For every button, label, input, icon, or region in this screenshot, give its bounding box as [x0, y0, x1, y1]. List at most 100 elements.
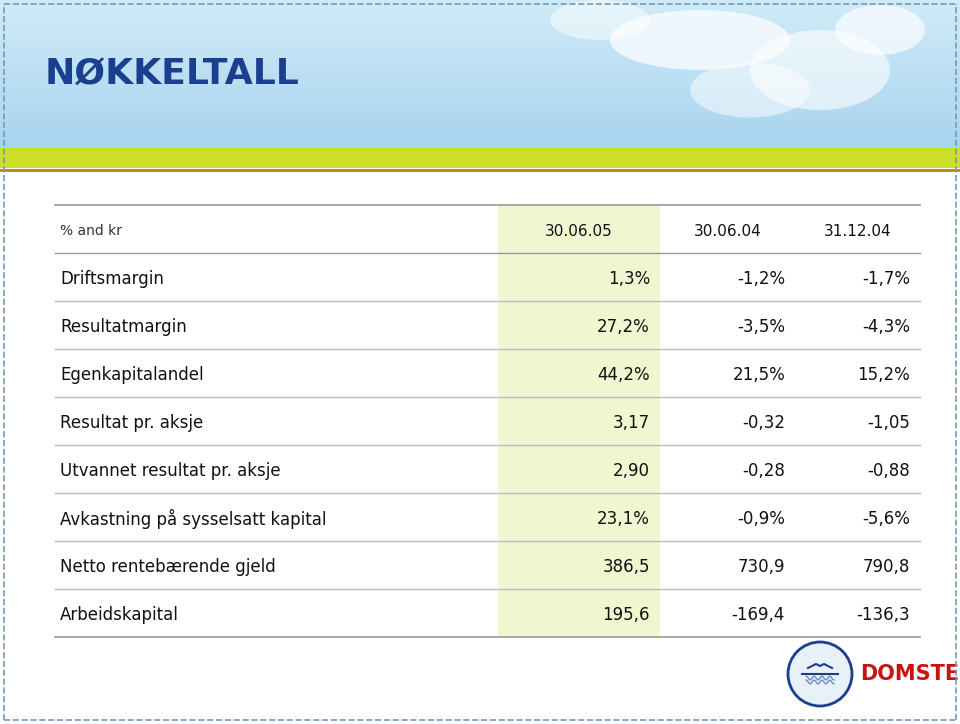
Bar	[0, 75, 960, 77]
Text: -136,3: -136,3	[856, 607, 910, 624]
Text: 23,1%: 23,1%	[597, 510, 650, 529]
Text: Avkastning på sysselsatt kapital: Avkastning på sysselsatt kapital	[60, 510, 326, 529]
Bar	[0, 22, 960, 25]
Text: -3,5%: -3,5%	[737, 319, 785, 337]
Bar	[0, 20, 960, 22]
Bar	[0, 109, 960, 112]
Bar	[0, 52, 960, 55]
Bar	[0, 145, 960, 148]
Bar	[0, 130, 960, 132]
Bar	[0, 0, 960, 2]
Text: -169,4: -169,4	[732, 607, 785, 624]
Bar	[0, 32, 960, 35]
Text: -4,3%: -4,3%	[862, 319, 910, 337]
Ellipse shape	[690, 62, 810, 117]
Text: 195,6: 195,6	[603, 607, 650, 624]
Text: Resultatmargin: Resultatmargin	[60, 319, 187, 337]
Bar	[0, 59, 960, 62]
Bar	[0, 25, 960, 28]
Text: -0,88: -0,88	[867, 463, 910, 481]
Bar	[0, 95, 960, 98]
Bar	[0, 117, 960, 120]
Text: 30.06.05: 30.06.05	[545, 224, 612, 239]
Bar	[0, 148, 960, 168]
Bar	[498, 541, 660, 589]
Bar	[0, 142, 960, 145]
Bar	[0, 54, 960, 57]
Bar	[498, 253, 660, 301]
Bar	[0, 90, 960, 93]
Text: 386,5: 386,5	[603, 558, 650, 576]
Text: 1,3%: 1,3%	[608, 270, 650, 288]
Text: Resultat pr. aksje: Resultat pr. aksje	[60, 414, 204, 432]
Text: 30.06.04: 30.06.04	[694, 224, 761, 239]
Circle shape	[788, 642, 852, 706]
Text: Arbeidskapital: Arbeidskapital	[60, 607, 179, 624]
Text: 3,17: 3,17	[612, 414, 650, 432]
Bar	[0, 132, 960, 135]
Bar	[0, 122, 960, 125]
Bar	[0, 104, 960, 107]
Bar	[0, 17, 960, 20]
Bar	[0, 67, 960, 70]
Text: 15,2%: 15,2%	[857, 366, 910, 384]
Bar	[0, 114, 960, 117]
Bar	[0, 85, 960, 88]
Bar	[0, 97, 960, 100]
Bar	[0, 147, 960, 150]
Ellipse shape	[610, 10, 790, 70]
Text: 27,2%: 27,2%	[597, 319, 650, 337]
Bar	[0, 107, 960, 110]
Text: 790,8: 790,8	[863, 558, 910, 576]
Bar	[0, 127, 960, 130]
Bar	[0, 57, 960, 60]
Bar	[0, 35, 960, 38]
Text: -0,32: -0,32	[742, 414, 785, 432]
Bar	[498, 301, 660, 349]
Bar	[0, 27, 960, 30]
Bar	[0, 137, 960, 140]
Bar	[0, 119, 960, 122]
Text: -1,2%: -1,2%	[737, 270, 785, 288]
Text: NØKKELTALL: NØKKELTALL	[45, 58, 300, 92]
Bar	[0, 4, 960, 7]
Bar	[0, 112, 960, 115]
Bar	[0, 102, 960, 105]
Bar	[0, 72, 960, 75]
Bar	[0, 14, 960, 17]
Ellipse shape	[550, 0, 650, 40]
Bar	[0, 87, 960, 90]
Text: % and kr: % and kr	[60, 224, 122, 238]
Bar	[498, 493, 660, 541]
Bar	[0, 70, 960, 72]
Text: -1,05: -1,05	[867, 414, 910, 432]
Bar	[498, 589, 660, 637]
Text: 730,9: 730,9	[737, 558, 785, 576]
Bar	[498, 205, 660, 253]
Bar	[0, 77, 960, 80]
Bar	[0, 40, 960, 43]
Text: -5,6%: -5,6%	[862, 510, 910, 529]
Text: DOMSTEIN: DOMSTEIN	[860, 664, 960, 684]
Text: 44,2%: 44,2%	[597, 366, 650, 384]
Ellipse shape	[835, 5, 925, 55]
Text: -1,7%: -1,7%	[862, 270, 910, 288]
Text: Egenkapitalandel: Egenkapitalandel	[60, 366, 204, 384]
Bar	[0, 125, 960, 127]
Ellipse shape	[750, 30, 890, 110]
Text: Utvannet resultat pr. aksje: Utvannet resultat pr. aksje	[60, 463, 280, 481]
Text: -0,28: -0,28	[742, 463, 785, 481]
Bar	[498, 349, 660, 397]
Bar	[0, 82, 960, 85]
Bar	[0, 135, 960, 138]
Bar	[0, 37, 960, 40]
Text: 2,90: 2,90	[613, 463, 650, 481]
Text: 31.12.04: 31.12.04	[824, 224, 891, 239]
Bar	[0, 9, 960, 12]
Bar	[0, 12, 960, 15]
Bar	[0, 62, 960, 65]
Bar	[498, 397, 660, 445]
Bar	[0, 2, 960, 5]
Text: 21,5%: 21,5%	[732, 366, 785, 384]
Bar	[0, 64, 960, 67]
